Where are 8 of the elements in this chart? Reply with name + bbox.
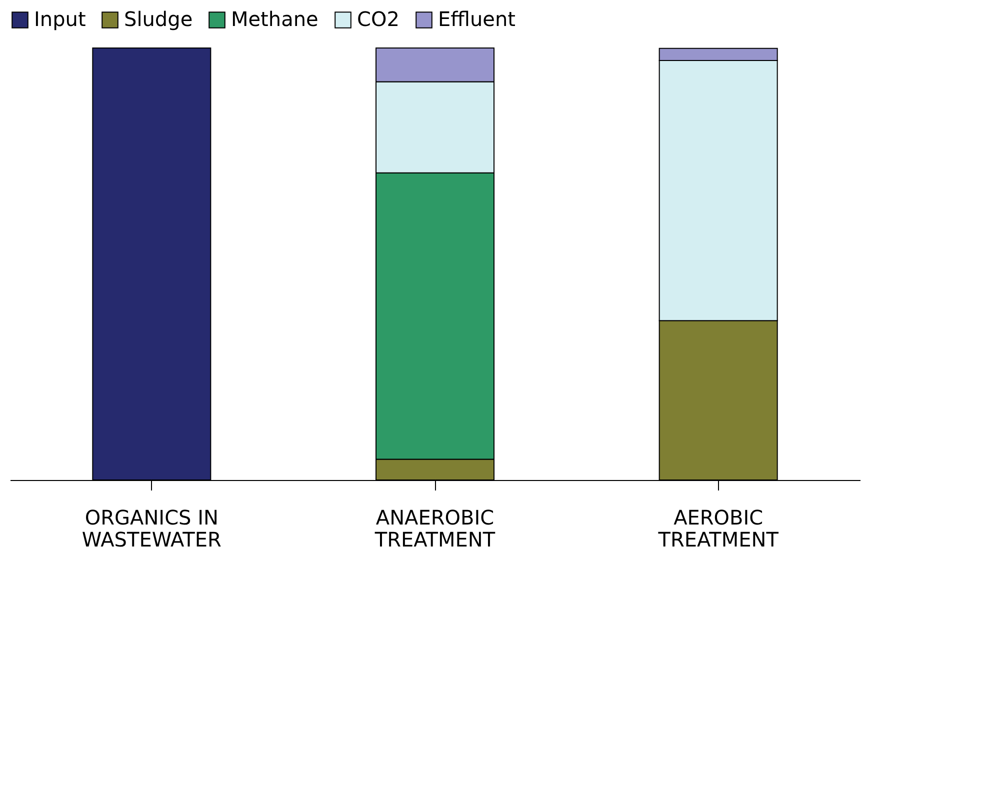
legend-label: Methane <box>231 7 318 31</box>
legend-label: CO2 <box>357 7 400 31</box>
x-tick-label: ANAEROBIC TREATMENT <box>374 506 496 552</box>
x-tick-label: AEROBIC TREATMENT <box>657 506 780 552</box>
legend-label: Input <box>34 7 86 31</box>
legend-label: Effluent <box>438 7 516 31</box>
x-tick-label: ORGANICS IN WASTEWATER <box>82 506 222 552</box>
legend-label: Sludge <box>124 7 193 31</box>
